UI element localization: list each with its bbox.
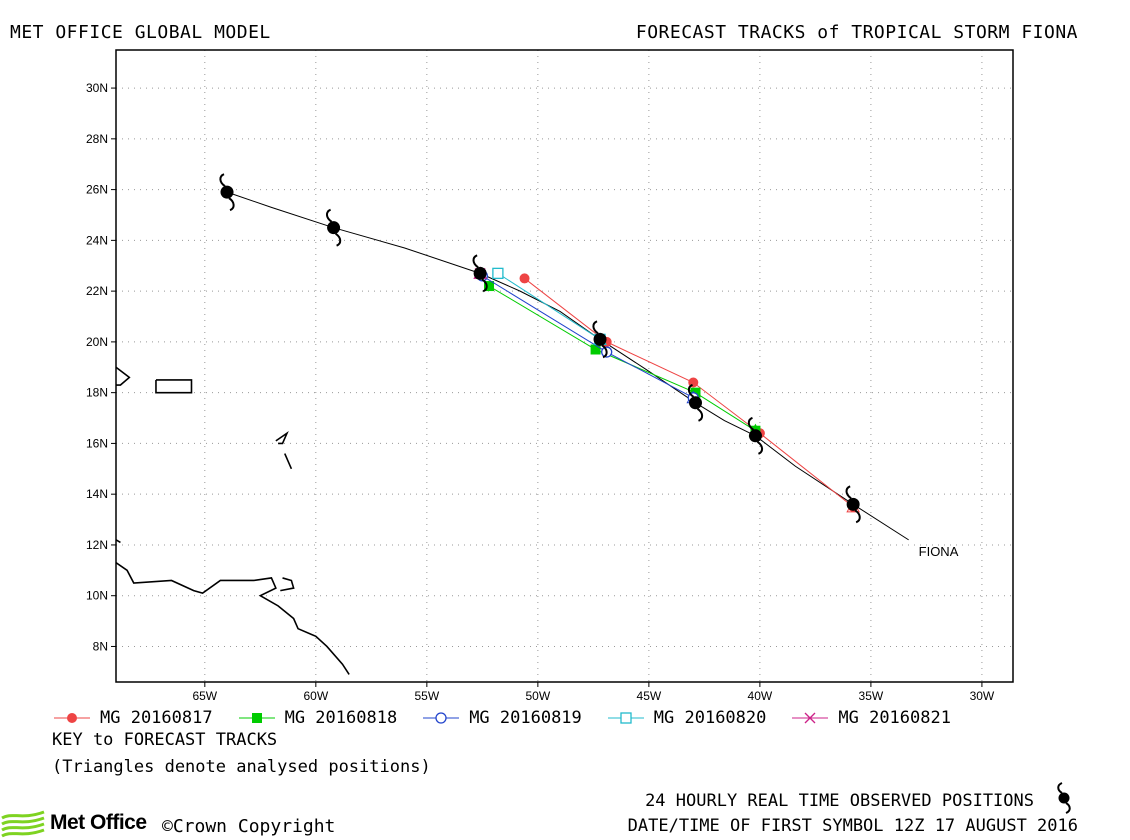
map-frame: [115, 49, 1014, 683]
y-tick-label: 8N: [93, 639, 108, 653]
forecast-track-line: [488, 285, 756, 432]
x-tick-label: 50W: [526, 689, 551, 700]
legend-marker: [54, 713, 90, 723]
grid-lines: [116, 50, 1013, 682]
model-title: MET OFFICE GLOBAL MODEL: [10, 22, 271, 43]
legend-item: MG 20160819: [421, 708, 582, 728]
legend-marker: [792, 712, 829, 724]
y-tick-label: 12N: [86, 538, 108, 552]
forecast-marker: [435, 712, 447, 724]
forecast-marker: [519, 273, 530, 284]
met-office-logo-text: Met Office: [50, 811, 147, 834]
first-symbol-date: DATE/TIME OF FIRST SYMBOL 12Z 17 AUGUST …: [627, 816, 1078, 836]
storm-name-label: FIONA: [919, 544, 959, 559]
legend-label: MG 20160821: [838, 708, 951, 728]
y-tick-label: 10N: [86, 589, 108, 603]
forecast-marker: [492, 267, 504, 280]
forecast-track-map: 65W 60W 55W 50W 45W 40W 35W 30W 8N 10N 12N 14N 16N 1…: [86, 49, 1014, 700]
legend-item: MG 20160818: [237, 708, 398, 728]
forecast-track-line: [497, 272, 601, 340]
storm-symbol: [845, 485, 861, 524]
forecast-track: [484, 281, 763, 437]
forecast-track: [492, 267, 607, 345]
legend-marker: [238, 713, 275, 723]
forecast-marker: [620, 712, 632, 724]
y-tick-label: 18N: [86, 386, 108, 400]
legend-label: MG 20160818: [284, 708, 398, 728]
x-tick-label: 35W: [859, 689, 884, 700]
coastline-segment: [280, 577, 295, 592]
coastline-segment: [116, 562, 350, 675]
x-tick-label: 55W: [414, 689, 439, 700]
coastline-segment: [116, 366, 131, 386]
storm-symbol: [747, 416, 764, 455]
latitude-ticks: 8N 10N 12N 14N 16N 18N 20N 22N 24N 26N 28N 30N: [86, 81, 116, 653]
storm-symbol: [219, 173, 235, 212]
forecast-track: [476, 270, 701, 404]
observed-track-line: [226, 191, 909, 541]
y-tick-label: 20N: [86, 335, 108, 349]
forecast-marker: [251, 713, 262, 723]
y-tick-label: 22N: [86, 284, 108, 298]
forecast-marker: [67, 713, 77, 723]
forecast-marker: [804, 712, 816, 724]
coastline-segment: [275, 431, 289, 445]
x-tick-label: 45W: [637, 689, 662, 700]
met-office-logo: Met Office: [0, 808, 147, 838]
legend-marker: [423, 712, 460, 724]
legend-label: MG 20160819: [469, 708, 582, 728]
forecast-marker: [484, 281, 495, 292]
legend-label: MG 20160820: [653, 708, 767, 728]
forecast-tracks: [473, 266, 860, 513]
copyright: ©Crown Copyright: [162, 816, 336, 837]
observed-track: [226, 191, 909, 541]
observed-positions-note: 24 HOURLY REAL TIME OBSERVED POSITIONS: [645, 791, 1034, 811]
coastline-segment: [284, 453, 293, 470]
legend-item: MG 20160821: [790, 708, 951, 728]
longitude-ticks: 65W 60W 55W 50W 45W 40W 35W 30W: [192, 682, 995, 700]
forecast-title: FORECAST TRACKS of TROPICAL STORM FIONA: [635, 22, 1078, 43]
legend-item: MG 20160817: [52, 708, 213, 728]
x-tick-label: 60W: [303, 689, 328, 700]
storm-symbol-icon: [1057, 782, 1071, 814]
y-tick-label: 30N: [86, 81, 108, 95]
legend: MG 20160817 MG 20160818 MG 20160819 MG 2…: [52, 708, 975, 728]
y-tick-label: 14N: [86, 487, 108, 501]
key-note: (Triangles denote analysed positions): [52, 757, 431, 777]
y-tick-label: 16N: [86, 436, 108, 450]
coastline: [116, 366, 350, 675]
legend-marker: [607, 712, 644, 724]
met-office-logo-icon: [1, 810, 45, 838]
forecast-marker: [590, 344, 601, 355]
x-tick-label: 30W: [970, 689, 995, 700]
legend-item: MG 20160820: [606, 708, 767, 728]
legend-label: MG 20160817: [100, 708, 213, 728]
y-tick-label: 26N: [86, 183, 108, 197]
x-tick-label: 40W: [748, 689, 773, 700]
y-tick-label: 28N: [86, 132, 108, 146]
coastline-segment: [155, 379, 193, 394]
key-title: KEY to FORECAST TRACKS: [52, 730, 278, 750]
y-tick-label: 24N: [86, 233, 108, 247]
x-tick-label: 65W: [192, 689, 217, 700]
